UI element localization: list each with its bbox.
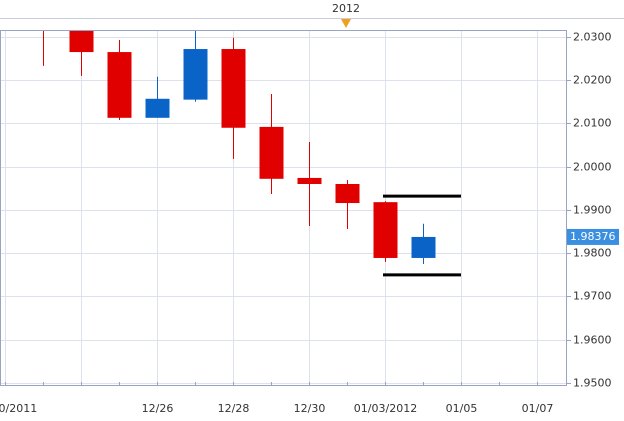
y-tick-label: 2.0300 [573,31,612,44]
y-tick-label: 2.0000 [573,161,612,174]
x-tick-label: 01/03/2012 [354,402,417,415]
x-tick-label: 01/05 [446,402,478,415]
candle-body [373,202,398,258]
top-marker [341,19,351,28]
candle-body [183,49,208,100]
x-tick-label: 01/07 [522,402,554,415]
candle-body [411,236,436,258]
candle-body [221,49,246,128]
y-tick-label: 1.9800 [573,247,612,260]
candle-body [335,183,360,204]
y-tick-label: 2.0100 [573,117,612,130]
axes: 1.9500 1.9600 1.9700 1.9800 1.9900 2.0000 2.01… [0,31,619,415]
y-tick-label: 2.0200 [573,74,612,87]
y-tick-label: 1.9900 [573,204,612,217]
candle-body [259,126,284,179]
y-tick-label: 1.9500 [573,377,612,390]
plot-area [43,30,461,277]
y-tick-label: 1.9600 [573,334,612,347]
candle-body [297,177,322,184]
last-price-label: 1.98376 [570,230,616,243]
x-tick-label: 12/20/2011 [0,402,37,415]
x-tick-label: 12/26 [142,402,174,415]
x-tick-label: 12/30 [294,402,326,415]
candle-body [107,52,132,118]
last-price-box [567,228,619,245]
candle-body [145,98,170,118]
y-tick-label: 1.9700 [573,290,612,303]
x-tick-label: 12/28 [218,402,250,415]
candle-body [69,30,94,53]
top-label: 2012 [332,2,360,15]
plot-border [0,30,567,386]
